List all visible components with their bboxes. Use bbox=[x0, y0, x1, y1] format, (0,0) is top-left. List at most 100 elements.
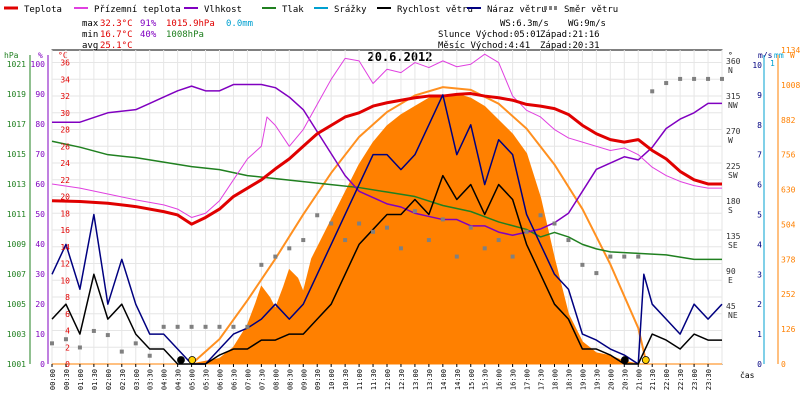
stats-block: max 32.3°C 91% 1015.9hPa 0.0mm min 16.7°… bbox=[82, 19, 253, 51]
series-humidity bbox=[52, 83, 722, 237]
wind-direction-point bbox=[315, 213, 320, 218]
tick-label-pct: 10 bbox=[35, 330, 45, 339]
temp-unit-label: °C bbox=[58, 51, 68, 60]
wind-direction-point bbox=[636, 254, 641, 259]
tick-label-pct: 50 bbox=[35, 210, 45, 219]
x-tick-label: 08:30 bbox=[286, 369, 294, 390]
x-tick-label: 09:00 bbox=[300, 369, 308, 390]
wind-direction-point bbox=[608, 254, 613, 259]
tick-label-pct: 60 bbox=[35, 180, 45, 189]
x-tick-label: 08:00 bbox=[272, 369, 280, 390]
wind-direction-point bbox=[91, 328, 96, 333]
tick-label-hpa: 1011 bbox=[7, 210, 26, 219]
tick-label-solar: 0 bbox=[781, 360, 786, 369]
x-tick-label: 16:00 bbox=[496, 369, 504, 390]
legend-item-ground-temperature: Přízemní teplota bbox=[74, 5, 181, 15]
tick-label-degrees: 180 bbox=[726, 197, 741, 206]
tick-label-solar: 630 bbox=[781, 186, 796, 195]
x-tick-label: 13:30 bbox=[426, 369, 434, 390]
tick-label-hpa: 1017 bbox=[7, 120, 26, 129]
tick-label-pct: 20 bbox=[35, 300, 45, 309]
x-tick-label: 21:00 bbox=[635, 369, 643, 390]
tick-label-degrees: 270 bbox=[726, 127, 741, 136]
tick-label-hpa: 1019 bbox=[7, 90, 26, 99]
info-wind-gust: WG:9m/s bbox=[568, 19, 606, 29]
tick-label-temp: 28 bbox=[60, 126, 70, 135]
legend-label: Tlak bbox=[282, 5, 304, 15]
tick-label-ms: 0 bbox=[757, 360, 762, 369]
stat-min-hum: 40% bbox=[140, 30, 157, 40]
wind-direction-point bbox=[189, 324, 194, 329]
wind-direction-point bbox=[245, 324, 250, 329]
wind-direction-point bbox=[678, 76, 683, 81]
tick-label-temp: 34 bbox=[60, 75, 70, 84]
tick-label-hpa: 1015 bbox=[7, 150, 26, 159]
stat-max-temp: 32.3°C bbox=[100, 19, 133, 29]
wind-direction-point bbox=[482, 246, 487, 251]
x-tick-label: 17:00 bbox=[524, 369, 532, 390]
moonrise-marker bbox=[177, 356, 185, 364]
tick-label-pct: 70 bbox=[35, 150, 45, 159]
wind-direction-point bbox=[426, 238, 431, 243]
tick-label-direction: NW bbox=[728, 101, 738, 110]
x-tick-label: 22:30 bbox=[677, 369, 685, 390]
x-tick-label: 16:30 bbox=[510, 369, 518, 390]
wind-direction-point bbox=[329, 221, 334, 226]
x-tick-label: 22:00 bbox=[663, 369, 671, 390]
tick-label-ms: 10 bbox=[752, 61, 762, 70]
tick-label-direction: W bbox=[728, 136, 733, 145]
series-pressure bbox=[51, 140, 722, 261]
x-tick-label: 10:30 bbox=[342, 369, 350, 390]
info-moon-set: Západ:20:31 bbox=[540, 41, 600, 51]
info-block: WS:6.3m/s WG:9m/s Slunce Východ:05:01 Zá… bbox=[438, 19, 606, 51]
tick-label-pct: 0 bbox=[40, 360, 45, 369]
sunrise-marker bbox=[188, 356, 197, 364]
wind-direction-point bbox=[133, 341, 138, 346]
x-tick-label: 11:00 bbox=[356, 369, 364, 390]
wind-direction-point bbox=[371, 229, 376, 234]
wind-direction-point bbox=[161, 324, 166, 329]
info-sun-set: Západ:21:16 bbox=[540, 30, 600, 40]
ticks-layer: 1021101910171015101310111009100710051003… bbox=[7, 46, 800, 390]
tick-label-ms: 4 bbox=[757, 240, 762, 249]
tick-label-temp: 8 bbox=[65, 293, 70, 302]
wind-direction-point bbox=[217, 324, 222, 329]
x-tick-label: 01:00 bbox=[77, 369, 85, 390]
x-tick-label: 06:00 bbox=[217, 369, 225, 390]
stat-min-label: min bbox=[82, 30, 98, 40]
tick-label-hpa: 1021 bbox=[7, 60, 26, 69]
w-unit-label: W bbox=[790, 51, 795, 60]
tick-label-solar: 1134 bbox=[781, 46, 800, 55]
tick-label-degrees: 315 bbox=[726, 92, 741, 101]
x-tick-label: 23:00 bbox=[691, 369, 699, 390]
stat-min-temp: 16.7°C bbox=[100, 30, 133, 40]
hpa-unit-label: hPa bbox=[4, 51, 19, 60]
sunset-marker bbox=[641, 356, 650, 364]
x-tick-label: 04:30 bbox=[175, 369, 183, 390]
tick-label-pct: 40 bbox=[35, 240, 45, 249]
x-tick-label: 11:30 bbox=[370, 369, 378, 390]
x-tick-label: 14:00 bbox=[440, 369, 448, 390]
wind-direction-point bbox=[650, 89, 655, 94]
legend-label: Srážky bbox=[334, 5, 367, 15]
x-tick-label: 06:30 bbox=[230, 369, 238, 390]
wind-direction-point bbox=[105, 333, 110, 338]
x-tick-label: 12:00 bbox=[384, 369, 392, 390]
wind-direction-point bbox=[524, 229, 529, 234]
x-tick-label: 18:00 bbox=[552, 369, 560, 390]
tick-label-hpa: 1005 bbox=[7, 300, 26, 309]
tick-label-hpa: 1009 bbox=[7, 240, 26, 249]
legend-item-temperature: Teplota bbox=[4, 5, 62, 15]
wind-direction-point bbox=[566, 238, 571, 243]
legend-item-humidity: Vlhkost bbox=[184, 5, 242, 15]
tick-label-ms: 1 bbox=[757, 330, 762, 339]
wind-direction-point bbox=[664, 81, 669, 86]
mm-unit-label: mm bbox=[774, 51, 784, 60]
wind-direction-point bbox=[259, 262, 264, 267]
wind-direction-point bbox=[63, 337, 68, 342]
pct-unit-label: % bbox=[38, 51, 43, 60]
info-wind-speed: WS:6.3m/s bbox=[500, 19, 549, 29]
series-wind-gust bbox=[51, 94, 723, 365]
stat-max-label: max bbox=[82, 19, 99, 29]
